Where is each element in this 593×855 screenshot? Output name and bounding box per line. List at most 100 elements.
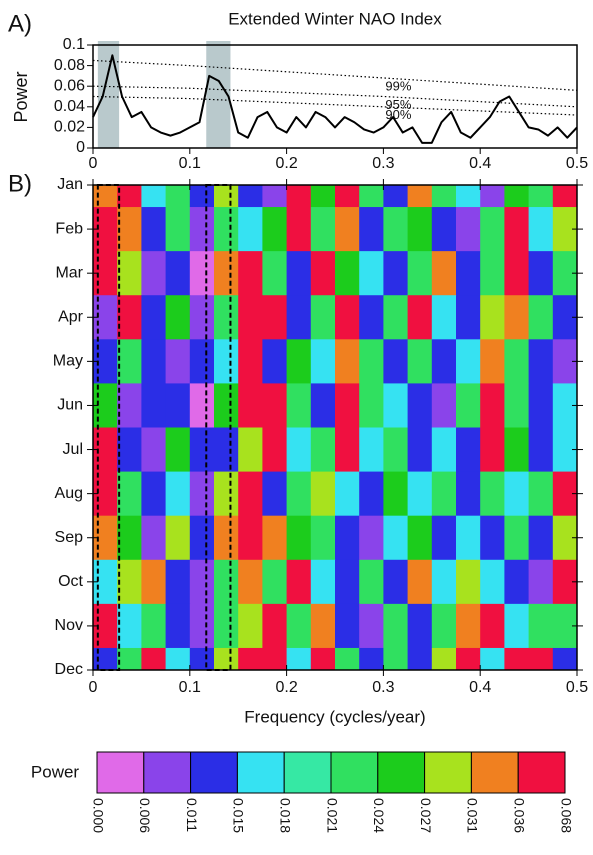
heatmap-cell xyxy=(262,471,288,517)
heatmap-cell xyxy=(165,295,191,340)
y-tick-label: Jul xyxy=(63,441,83,458)
heatmap-cell xyxy=(335,383,360,428)
y-tick-label: 0.08 xyxy=(54,57,85,74)
heatmap-cell xyxy=(93,185,118,208)
heatmap-cell xyxy=(310,647,336,671)
heatmap-cell xyxy=(262,339,288,384)
heatmap-cell xyxy=(383,647,409,671)
heatmap-cell xyxy=(431,515,457,561)
heatmap-cell xyxy=(528,185,554,208)
heatmap-cell xyxy=(117,515,142,561)
heatmap-cell xyxy=(238,251,263,296)
heatmap-cell xyxy=(141,207,167,252)
heatmap-cell xyxy=(117,185,142,208)
heatmap-cell xyxy=(480,647,505,671)
heatmap-cell xyxy=(480,339,505,384)
heatmap-cell xyxy=(407,339,433,384)
colorbar-swatch xyxy=(424,751,472,794)
colorbar-swatch xyxy=(377,751,426,794)
heatmap-cell xyxy=(431,427,457,473)
heatmap-cell xyxy=(262,559,288,605)
chart-title: Extended Winter NAO Index xyxy=(228,9,442,28)
colorbar-tick-label: 0.021 xyxy=(324,798,340,833)
heatmap-cell xyxy=(335,427,360,473)
heatmap-cell xyxy=(165,471,191,517)
heatmap-cell xyxy=(456,559,481,605)
heatmap-cell xyxy=(310,295,336,340)
heatmap-cell xyxy=(504,515,530,561)
colorbar-tick-label: 0.036 xyxy=(511,798,527,833)
y-axis-label: Power xyxy=(11,71,31,122)
heatmap-cell xyxy=(141,647,167,671)
colorbar-swatch xyxy=(96,751,145,794)
heatmap-cell xyxy=(383,427,409,473)
heatmap-cell xyxy=(214,339,239,384)
heatmap-cell xyxy=(141,471,167,517)
colorbar-tick-label: 0.000 xyxy=(90,798,106,833)
heatmap-cell xyxy=(214,207,239,252)
heatmap-cell xyxy=(93,647,118,671)
heatmap-cell xyxy=(456,383,481,428)
colorbar-tick-label: 0.031 xyxy=(465,798,481,833)
significance-line xyxy=(92,59,578,91)
y-tick-label: Jan xyxy=(57,176,83,193)
heatmap-cell xyxy=(359,339,384,384)
heatmap-cell xyxy=(504,559,530,605)
heatmap-cell xyxy=(407,515,433,561)
colorbar-swatch xyxy=(283,751,332,794)
heatmap-cell xyxy=(431,471,457,517)
y-tick-label: Apr xyxy=(58,308,84,325)
heatmap-cell xyxy=(407,295,433,340)
heatmap-cell xyxy=(359,427,384,473)
heatmap-cell xyxy=(165,427,191,473)
heatmap-cell xyxy=(262,251,288,296)
heatmap-cell xyxy=(335,339,360,384)
heatmap-cell xyxy=(141,185,167,208)
heatmap-cell xyxy=(456,207,481,252)
heatmap-cell xyxy=(456,251,481,296)
heatmap-cell xyxy=(238,647,263,671)
heatmap-cell xyxy=(214,251,239,296)
heatmap-cell xyxy=(504,339,530,384)
heatmap-cell xyxy=(383,515,409,561)
heatmap-cell xyxy=(480,471,505,517)
colorbar-swatch xyxy=(330,751,379,794)
heatmap-cell xyxy=(238,383,263,428)
heatmap-cell xyxy=(238,339,263,384)
colorbar-label: Power xyxy=(31,762,80,781)
heatmap-cell xyxy=(165,647,191,671)
heatmap-cell xyxy=(214,559,239,605)
y-tick-label: Nov xyxy=(55,617,83,634)
heatmap-cell xyxy=(359,251,384,296)
heatmap-cell xyxy=(528,559,554,605)
heatmap-cell xyxy=(286,471,312,517)
heatmap-cell xyxy=(528,295,554,340)
heatmap-cell xyxy=(117,251,142,296)
heatmap-cell xyxy=(238,185,263,208)
heatmap-cell xyxy=(359,603,384,649)
y-tick-label: 0.02 xyxy=(54,119,85,136)
heatmap-cell xyxy=(431,207,457,252)
heatmap-cell xyxy=(214,185,239,208)
heatmap-cell xyxy=(189,471,215,517)
heatmap-cell xyxy=(286,339,312,384)
x-tick-label: 0.4 xyxy=(469,155,491,172)
y-tick-label: Feb xyxy=(55,220,83,237)
heatmap-cell xyxy=(238,295,263,340)
y-tick-label: Mar xyxy=(55,264,83,281)
colorbar-tick-label: 0.018 xyxy=(277,798,293,833)
x-tick-label: 0 xyxy=(89,679,98,696)
heatmap-cell xyxy=(262,603,288,649)
heatmap-cell xyxy=(286,295,312,340)
heatmap-cell xyxy=(552,185,578,208)
heatmap-cell xyxy=(165,185,191,208)
heatmap-cell xyxy=(359,207,384,252)
y-tick-label: Dec xyxy=(55,661,83,678)
y-tick-label: Aug xyxy=(55,485,83,502)
x-tick-label: 0.2 xyxy=(275,679,297,696)
heatmap-cell xyxy=(286,647,312,671)
power-line xyxy=(92,54,578,144)
heatmap-cell xyxy=(117,295,142,340)
colorbar-tick-label: 0.011 xyxy=(184,798,200,832)
x-tick-label: 0.5 xyxy=(566,155,588,172)
